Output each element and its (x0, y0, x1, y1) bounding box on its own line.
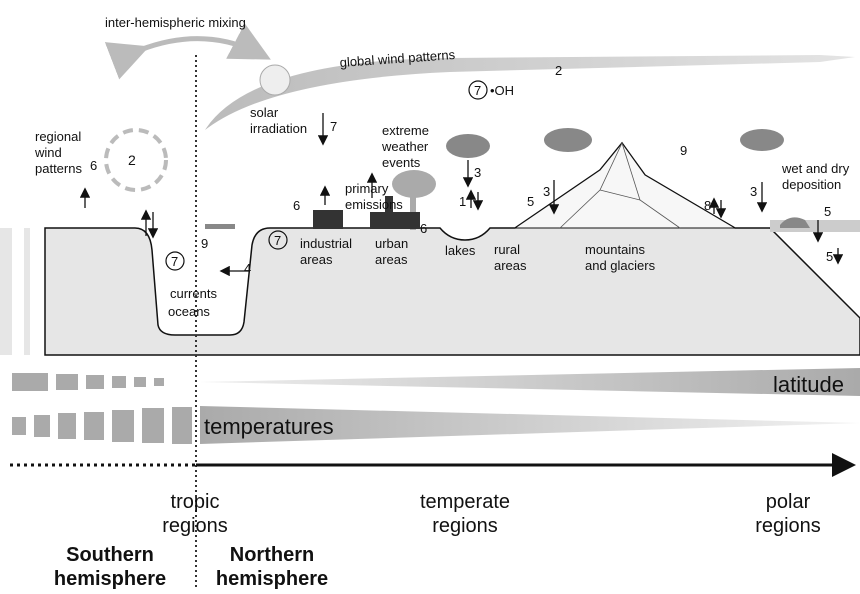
region-labels: tropic regions temperate regions polar r… (54, 491, 821, 590)
process-number: 6 (90, 158, 97, 173)
label: emissions (345, 197, 403, 212)
region-label: regions (755, 515, 821, 537)
process-number: 7 (330, 119, 337, 134)
label: mountains (585, 242, 645, 257)
label: weather (381, 139, 429, 154)
process-number: 6 (420, 221, 427, 236)
process-number: 5 (826, 249, 833, 264)
label: events (382, 155, 421, 170)
hemisphere-label: hemisphere (54, 568, 166, 590)
process-number: 3 (543, 184, 550, 199)
label: currents (170, 286, 217, 301)
region-label: regions (432, 515, 498, 537)
label: regional (35, 129, 81, 144)
label: deposition (782, 177, 841, 192)
latitude-band (12, 368, 860, 396)
label: •OH (490, 83, 514, 98)
process-number: 6 (293, 198, 300, 213)
label: lakes (445, 243, 476, 258)
label: industrial (300, 236, 352, 251)
process-number: 9 (201, 236, 208, 251)
label: patterns (35, 161, 82, 176)
sun (260, 65, 290, 95)
process-number: 9 (680, 143, 687, 158)
label: urban (375, 236, 408, 251)
region-label: regions (162, 515, 228, 537)
process-number: 5 (824, 204, 831, 219)
mixing-arrow (140, 39, 262, 55)
label: solar (250, 105, 279, 120)
page: {"labels": { "inter_hemispheric_mixing":… (0, 0, 860, 594)
label: areas (300, 252, 333, 267)
hemisphere-label: Southern (66, 544, 154, 566)
temperature-band (12, 406, 860, 444)
hemisphere-label: hemisphere (216, 568, 328, 590)
process-number: 4 (244, 261, 251, 276)
process-number: 8 (704, 198, 711, 213)
label: wet and dry (781, 161, 850, 176)
label: irradiation (250, 121, 307, 136)
process-number: 7 (474, 83, 481, 98)
global-wind-arrow (205, 55, 855, 130)
label: areas (494, 258, 527, 273)
label: primary (345, 181, 389, 196)
diagram: inter-hemispheric mixing global wind pat… (0, 0, 860, 594)
label: inter-hemispheric mixing (105, 15, 246, 30)
region-label: temperate (420, 491, 510, 513)
process-number: 2 (128, 152, 136, 168)
hemisphere-label: Northern (230, 544, 314, 566)
label: latitude (773, 372, 844, 397)
process-number: 3 (474, 165, 481, 180)
label: temperatures (204, 414, 334, 439)
region-label: tropic (171, 491, 220, 513)
process-number: 7 (171, 254, 178, 269)
regional-wind-loop (106, 130, 166, 190)
process-number: 1 (459, 194, 466, 209)
process-number: 3 (750, 184, 757, 199)
label: oceans (168, 304, 210, 319)
region-label: polar (766, 491, 811, 513)
label: areas (375, 252, 408, 267)
label: wind (34, 145, 62, 160)
process-number: 5 (527, 194, 534, 209)
label: and glaciers (585, 258, 656, 273)
label: rural (494, 242, 520, 257)
process-number: 2 (555, 63, 562, 78)
process-number: 7 (274, 233, 281, 248)
label: extreme (382, 123, 429, 138)
